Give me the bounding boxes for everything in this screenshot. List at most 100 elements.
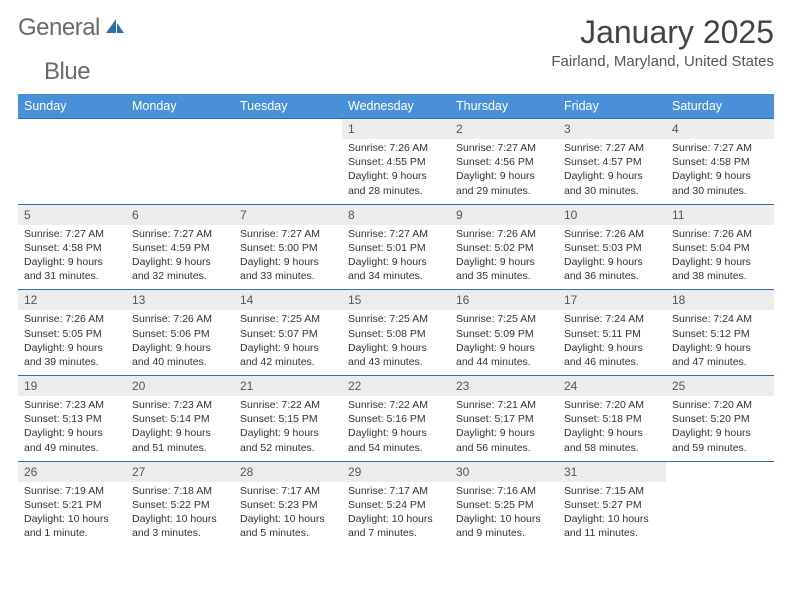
day-15-details-cell: Sunrise: 7:25 AMSunset: 5:08 PMDaylight:…	[342, 310, 450, 375]
day-5-sunset: Sunset: 4:58 PM	[24, 241, 120, 255]
day-2-details-cell: Sunrise: 7:27 AMSunset: 4:56 PMDaylight:…	[450, 139, 558, 204]
day-21-details-cell: Sunrise: 7:22 AMSunset: 5:15 PMDaylight:…	[234, 396, 342, 461]
day-11-details-cell: Sunrise: 7:26 AMSunset: 5:04 PMDaylight:…	[666, 225, 774, 290]
day-24-number: 24	[558, 376, 666, 396]
day-14-details-cell: Sunrise: 7:25 AMSunset: 5:07 PMDaylight:…	[234, 310, 342, 375]
day-22-number: 22	[342, 376, 450, 396]
day-10-daylight: Daylight: 9 hours and 36 minutes.	[564, 255, 660, 283]
day-2-daylight: Daylight: 9 hours and 29 minutes.	[456, 169, 552, 197]
day-14-sunset: Sunset: 5:07 PM	[240, 327, 336, 341]
day-6-sunrise: Sunrise: 7:27 AM	[132, 227, 228, 241]
day-24-number-cell: 24	[558, 376, 666, 397]
day-9-number-cell: 9	[450, 204, 558, 225]
day-30-details-cell: Sunrise: 7:16 AMSunset: 5:25 PMDaylight:…	[450, 482, 558, 547]
day-23-details-cell: Sunrise: 7:21 AMSunset: 5:17 PMDaylight:…	[450, 396, 558, 461]
day-15-sunset: Sunset: 5:08 PM	[348, 327, 444, 341]
day-20-sunrise: Sunrise: 7:23 AM	[132, 398, 228, 412]
day-12-details-cell: Sunrise: 7:26 AMSunset: 5:05 PMDaylight:…	[18, 310, 126, 375]
day-26-daylight: Daylight: 10 hours and 1 minute.	[24, 512, 120, 540]
day-15-daylight: Daylight: 9 hours and 43 minutes.	[348, 341, 444, 369]
day-6-number-cell: 6	[126, 204, 234, 225]
day-8-sunrise: Sunrise: 7:27 AM	[348, 227, 444, 241]
day-28-details-cell: Sunrise: 7:17 AMSunset: 5:23 PMDaylight:…	[234, 482, 342, 547]
day-6-daylight: Daylight: 9 hours and 32 minutes.	[132, 255, 228, 283]
day-25-sunrise: Sunrise: 7:20 AM	[672, 398, 768, 412]
day-17-daylight: Daylight: 9 hours and 46 minutes.	[564, 341, 660, 369]
empty-cell	[18, 139, 126, 204]
day-18-details: Sunrise: 7:24 AMSunset: 5:12 PMDaylight:…	[666, 310, 774, 375]
day-7-sunset: Sunset: 5:00 PM	[240, 241, 336, 255]
day-8-number: 8	[342, 205, 450, 225]
day-14-number: 14	[234, 290, 342, 310]
day-3-sunrise: Sunrise: 7:27 AM	[564, 141, 660, 155]
day-31-sunrise: Sunrise: 7:15 AM	[564, 484, 660, 498]
day-5-details-cell: Sunrise: 7:27 AMSunset: 4:58 PMDaylight:…	[18, 225, 126, 290]
day-30-sunrise: Sunrise: 7:16 AM	[456, 484, 552, 498]
day-2-details: Sunrise: 7:27 AMSunset: 4:56 PMDaylight:…	[450, 139, 558, 204]
day-28-sunset: Sunset: 5:23 PM	[240, 498, 336, 512]
day-22-details: Sunrise: 7:22 AMSunset: 5:16 PMDaylight:…	[342, 396, 450, 461]
day-27-details-cell: Sunrise: 7:18 AMSunset: 5:22 PMDaylight:…	[126, 482, 234, 547]
sail-icon	[104, 17, 126, 40]
day-1-sunset: Sunset: 4:55 PM	[348, 155, 444, 169]
day-4-sunrise: Sunrise: 7:27 AM	[672, 141, 768, 155]
day-18-number: 18	[666, 290, 774, 310]
day-14-details: Sunrise: 7:25 AMSunset: 5:07 PMDaylight:…	[234, 310, 342, 375]
day-22-sunset: Sunset: 5:16 PM	[348, 412, 444, 426]
day-30-daylight: Daylight: 10 hours and 9 minutes.	[456, 512, 552, 540]
brand-word1: General	[18, 14, 100, 42]
day-3-details: Sunrise: 7:27 AMSunset: 4:57 PMDaylight:…	[558, 139, 666, 204]
day-10-details-cell: Sunrise: 7:26 AMSunset: 5:03 PMDaylight:…	[558, 225, 666, 290]
day-8-daylight: Daylight: 9 hours and 34 minutes.	[348, 255, 444, 283]
day-31-daylight: Daylight: 10 hours and 11 minutes.	[564, 512, 660, 540]
day-2-number-cell: 2	[450, 119, 558, 140]
day-9-daylight: Daylight: 9 hours and 35 minutes.	[456, 255, 552, 283]
day-13-details: Sunrise: 7:26 AMSunset: 5:06 PMDaylight:…	[126, 310, 234, 375]
day-30-number-cell: 30	[450, 461, 558, 482]
day-11-sunset: Sunset: 5:04 PM	[672, 241, 768, 255]
day-7-number: 7	[234, 205, 342, 225]
month-title: January 2025	[551, 14, 774, 51]
day-13-number: 13	[126, 290, 234, 310]
day-13-daylight: Daylight: 9 hours and 40 minutes.	[132, 341, 228, 369]
day-5-number-cell: 5	[18, 204, 126, 225]
day-27-sunset: Sunset: 5:22 PM	[132, 498, 228, 512]
title-block: January 2025 Fairland, Maryland, United …	[551, 14, 774, 70]
day-13-number-cell: 13	[126, 290, 234, 311]
day-18-daylight: Daylight: 9 hours and 47 minutes.	[672, 341, 768, 369]
day-21-details: Sunrise: 7:22 AMSunset: 5:15 PMDaylight:…	[234, 396, 342, 461]
day-15-details: Sunrise: 7:25 AMSunset: 5:08 PMDaylight:…	[342, 310, 450, 375]
weekday-saturday: Saturday	[666, 94, 774, 119]
day-10-sunset: Sunset: 5:03 PM	[564, 241, 660, 255]
day-16-details: Sunrise: 7:25 AMSunset: 5:09 PMDaylight:…	[450, 310, 558, 375]
day-7-number-cell: 7	[234, 204, 342, 225]
day-20-daylight: Daylight: 9 hours and 51 minutes.	[132, 426, 228, 454]
day-16-daylight: Daylight: 9 hours and 44 minutes.	[456, 341, 552, 369]
day-20-sunset: Sunset: 5:14 PM	[132, 412, 228, 426]
day-14-sunrise: Sunrise: 7:25 AM	[240, 312, 336, 326]
day-12-number: 12	[18, 290, 126, 310]
day-7-daylight: Daylight: 9 hours and 33 minutes.	[240, 255, 336, 283]
day-23-number-cell: 23	[450, 376, 558, 397]
day-24-daylight: Daylight: 9 hours and 58 minutes.	[564, 426, 660, 454]
day-18-details-cell: Sunrise: 7:24 AMSunset: 5:12 PMDaylight:…	[666, 310, 774, 375]
day-5-daylight: Daylight: 9 hours and 31 minutes.	[24, 255, 120, 283]
day-22-daylight: Daylight: 9 hours and 54 minutes.	[348, 426, 444, 454]
empty-cell	[126, 139, 234, 204]
day-31-details: Sunrise: 7:15 AMSunset: 5:27 PMDaylight:…	[558, 482, 666, 547]
day-16-details-cell: Sunrise: 7:25 AMSunset: 5:09 PMDaylight:…	[450, 310, 558, 375]
day-1-daylight: Daylight: 9 hours and 28 minutes.	[348, 169, 444, 197]
weekday-thursday: Thursday	[450, 94, 558, 119]
day-16-sunset: Sunset: 5:09 PM	[456, 327, 552, 341]
day-17-sunset: Sunset: 5:11 PM	[564, 327, 660, 341]
day-28-number: 28	[234, 462, 342, 482]
day-1-sunrise: Sunrise: 7:26 AM	[348, 141, 444, 155]
day-3-number-cell: 3	[558, 119, 666, 140]
day-11-number: 11	[666, 205, 774, 225]
day-5-details: Sunrise: 7:27 AMSunset: 4:58 PMDaylight:…	[18, 225, 126, 290]
day-20-details-cell: Sunrise: 7:23 AMSunset: 5:14 PMDaylight:…	[126, 396, 234, 461]
day-12-number-cell: 12	[18, 290, 126, 311]
day-26-details: Sunrise: 7:19 AMSunset: 5:21 PMDaylight:…	[18, 482, 126, 547]
day-20-number-cell: 20	[126, 376, 234, 397]
day-8-details: Sunrise: 7:27 AMSunset: 5:01 PMDaylight:…	[342, 225, 450, 290]
